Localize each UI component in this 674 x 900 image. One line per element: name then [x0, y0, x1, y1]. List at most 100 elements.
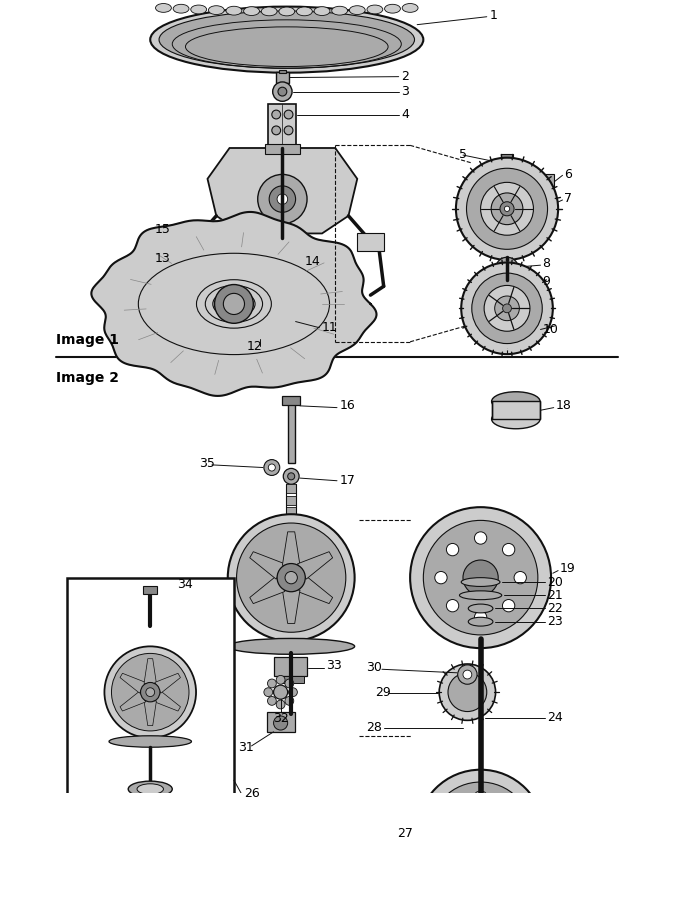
Polygon shape — [144, 701, 156, 725]
Text: 5: 5 — [458, 148, 466, 161]
Circle shape — [268, 464, 276, 471]
Circle shape — [285, 679, 294, 688]
Text: Image 1: Image 1 — [56, 333, 119, 346]
Polygon shape — [120, 691, 146, 711]
Text: 31: 31 — [239, 742, 254, 754]
Bar — [286, 542, 297, 550]
Text: 13: 13 — [154, 252, 171, 265]
Circle shape — [504, 266, 510, 271]
Bar — [282, 396, 300, 405]
Circle shape — [461, 263, 553, 354]
Circle shape — [288, 688, 297, 697]
Circle shape — [277, 194, 288, 204]
Ellipse shape — [297, 7, 312, 16]
Text: 26: 26 — [245, 787, 260, 800]
Ellipse shape — [156, 4, 171, 13]
Text: 10: 10 — [543, 323, 558, 336]
Circle shape — [146, 688, 154, 697]
Bar — [286, 508, 297, 516]
Circle shape — [458, 811, 503, 855]
Circle shape — [288, 472, 295, 480]
Text: 21: 21 — [547, 589, 562, 602]
Polygon shape — [208, 148, 357, 233]
Ellipse shape — [349, 5, 365, 14]
Bar — [279, 676, 303, 683]
Circle shape — [269, 186, 296, 212]
Ellipse shape — [137, 784, 164, 795]
Circle shape — [237, 523, 346, 633]
Circle shape — [423, 520, 538, 634]
Circle shape — [463, 670, 472, 679]
Text: 18: 18 — [555, 400, 572, 412]
Bar — [288, 401, 295, 464]
Text: 9: 9 — [543, 275, 550, 288]
Text: 15: 15 — [154, 223, 171, 237]
Ellipse shape — [173, 4, 189, 13]
Circle shape — [509, 826, 523, 841]
Text: 16: 16 — [340, 400, 355, 412]
Circle shape — [278, 87, 286, 96]
Bar — [501, 154, 513, 163]
Polygon shape — [270, 254, 279, 267]
Circle shape — [285, 697, 294, 706]
Circle shape — [495, 296, 520, 320]
Polygon shape — [155, 673, 181, 693]
Text: 12: 12 — [247, 339, 263, 353]
Circle shape — [474, 791, 488, 805]
Text: 29: 29 — [375, 686, 391, 698]
Circle shape — [410, 508, 551, 648]
Bar — [279, 69, 286, 73]
Text: 4: 4 — [401, 108, 409, 121]
Circle shape — [223, 293, 245, 314]
Ellipse shape — [314, 6, 330, 15]
Ellipse shape — [150, 6, 423, 73]
Ellipse shape — [332, 6, 348, 15]
Circle shape — [439, 664, 495, 720]
Circle shape — [474, 861, 488, 876]
Text: 3: 3 — [401, 86, 409, 98]
Circle shape — [111, 653, 189, 731]
Ellipse shape — [279, 7, 295, 16]
Circle shape — [446, 599, 459, 612]
Circle shape — [448, 673, 487, 712]
Circle shape — [268, 679, 276, 688]
Circle shape — [264, 688, 273, 697]
Circle shape — [272, 110, 280, 119]
Text: 30: 30 — [366, 661, 382, 674]
Circle shape — [501, 263, 513, 274]
Circle shape — [458, 665, 477, 684]
Circle shape — [429, 782, 532, 884]
Circle shape — [277, 563, 305, 591]
Circle shape — [502, 599, 515, 612]
Bar — [268, 104, 297, 148]
Circle shape — [472, 273, 543, 344]
Text: 2: 2 — [401, 70, 409, 83]
Circle shape — [474, 897, 487, 900]
Circle shape — [474, 611, 487, 624]
Circle shape — [438, 826, 452, 841]
Ellipse shape — [191, 5, 207, 14]
Ellipse shape — [491, 410, 540, 428]
Ellipse shape — [243, 6, 259, 15]
Circle shape — [491, 193, 523, 225]
Ellipse shape — [461, 578, 500, 587]
Circle shape — [503, 304, 512, 312]
Bar — [286, 484, 297, 493]
Text: 33: 33 — [326, 659, 342, 672]
Bar — [286, 518, 297, 527]
Polygon shape — [282, 590, 300, 624]
Circle shape — [284, 110, 293, 119]
Ellipse shape — [385, 4, 400, 13]
Polygon shape — [144, 659, 156, 683]
Polygon shape — [250, 576, 285, 604]
Circle shape — [446, 544, 459, 556]
Circle shape — [481, 183, 533, 235]
Circle shape — [463, 560, 498, 595]
Circle shape — [474, 532, 487, 544]
Ellipse shape — [262, 7, 277, 16]
Bar — [357, 233, 384, 251]
Text: 35: 35 — [199, 456, 214, 470]
Text: 7: 7 — [564, 192, 572, 204]
Ellipse shape — [228, 638, 355, 654]
Circle shape — [504, 206, 510, 211]
